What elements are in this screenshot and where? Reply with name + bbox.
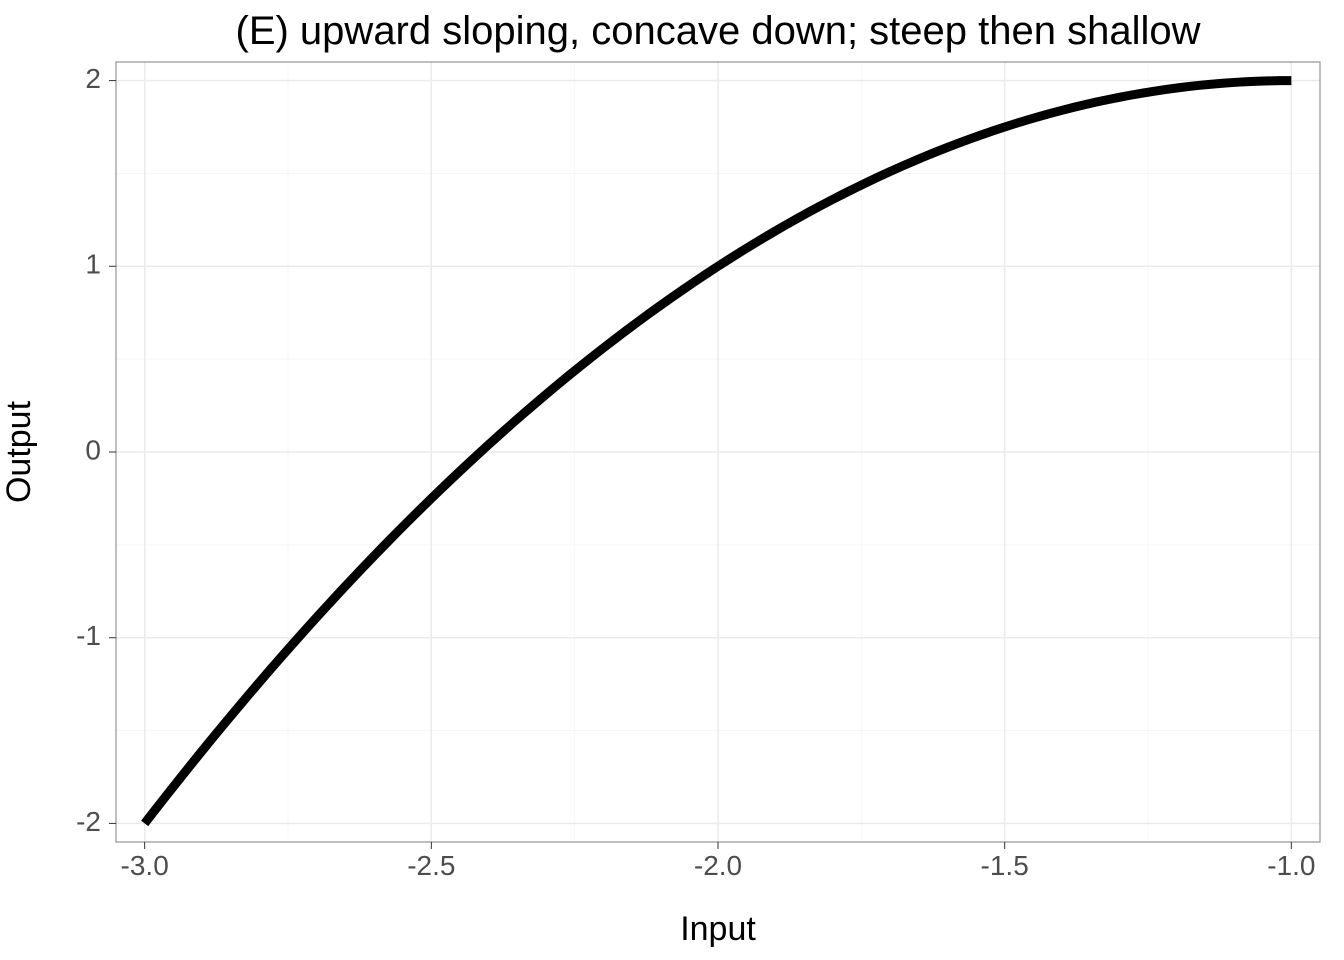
y-tick-label: -1 xyxy=(76,620,101,651)
y-tick-label: 1 xyxy=(85,249,101,280)
chart-container: -3.0 -2.5 -2.0 -1.5 -1.0 -2 -1 0 1 2 Input Output (E… xyxy=(0,0,1344,960)
y-axis-label: Output xyxy=(0,400,38,503)
x-axis-label: Input xyxy=(680,910,756,948)
x-tick-label: -2.0 xyxy=(694,850,742,881)
line-chart: -3.0 -2.5 -2.0 -1.5 -1.0 -2 -1 0 1 2 Input Output (E… xyxy=(0,0,1344,960)
y-tick-label: -2 xyxy=(76,806,101,837)
y-tick-label: 0 xyxy=(85,434,101,465)
chart-title: (E) upward sloping, concave down; steep … xyxy=(236,9,1201,53)
x-tick-label: -1.0 xyxy=(1267,850,1315,881)
x-tick-label: -1.5 xyxy=(981,850,1029,881)
x-tick-label: -2.5 xyxy=(407,850,455,881)
y-tick-label: 2 xyxy=(85,63,101,94)
x-tick-label: -3.0 xyxy=(121,850,169,881)
